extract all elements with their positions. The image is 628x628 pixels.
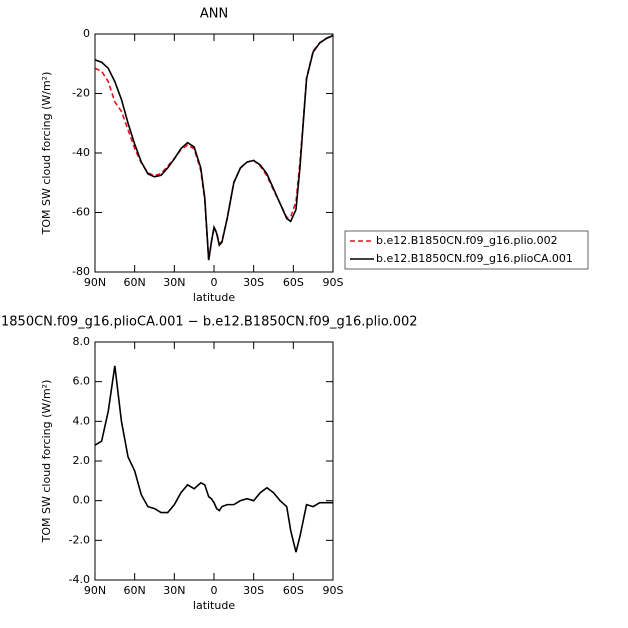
x-tick-label: 60S xyxy=(283,276,304,289)
x-tick-label: 90N xyxy=(84,584,106,597)
y-tick-label: 8.0 xyxy=(73,335,91,348)
x-tick-label: 90S xyxy=(323,584,344,597)
plot-frame xyxy=(94,341,334,581)
y-axis-label: TOM SW cloud forcing (W/m²) xyxy=(40,380,53,544)
x-tick-label: 0 xyxy=(211,584,218,597)
data-line xyxy=(94,34,334,261)
y-tick-label: -4.0 xyxy=(69,573,90,586)
y-tick-label: 6.0 xyxy=(73,375,91,388)
legend-label: b.e12.B1850CN.f09_g16.plio.002 xyxy=(376,234,558,247)
y-tick-label: -60 xyxy=(72,206,90,219)
x-tick-label: 60N xyxy=(124,276,146,289)
y-tick-label: -20 xyxy=(72,87,90,100)
x-tick-label: 30N xyxy=(163,584,185,597)
y-tick-label: 0.0 xyxy=(73,494,91,507)
x-tick-label: 60S xyxy=(283,584,304,597)
x-tick-label: 90N xyxy=(84,276,106,289)
x-tick-label: 0 xyxy=(211,276,218,289)
y-tick-label: -2.0 xyxy=(69,533,90,546)
x-tick-label: 90S xyxy=(323,276,344,289)
x-tick-label: 30S xyxy=(243,584,264,597)
chart-title: ANN xyxy=(200,7,228,22)
x-tick-label: 60N xyxy=(124,584,146,597)
y-tick-label: 0 xyxy=(83,27,90,40)
x-tick-label: 30N xyxy=(163,276,185,289)
y-tick-label: -80 xyxy=(72,265,90,278)
y-tick-label: 2.0 xyxy=(73,454,91,467)
y-tick-label: 4.0 xyxy=(73,414,91,427)
y-axis-label: TOM SW cloud forcing (W/m²) xyxy=(40,72,53,236)
x-tick-label: 30S xyxy=(243,276,264,289)
x-axis-label: latitude xyxy=(193,599,235,612)
y-tick-label: -40 xyxy=(72,146,90,159)
x-axis-label: latitude xyxy=(193,291,235,304)
legend-box xyxy=(344,230,589,270)
chart-title: 1850CN.f09_g16.plioCA.001 − b.e12.B1850C… xyxy=(1,315,418,330)
plot-frame xyxy=(94,33,334,273)
legend-label: b.e12.B1850CN.f09_g16.plioCA.001 xyxy=(376,252,573,265)
data-line xyxy=(94,365,333,553)
